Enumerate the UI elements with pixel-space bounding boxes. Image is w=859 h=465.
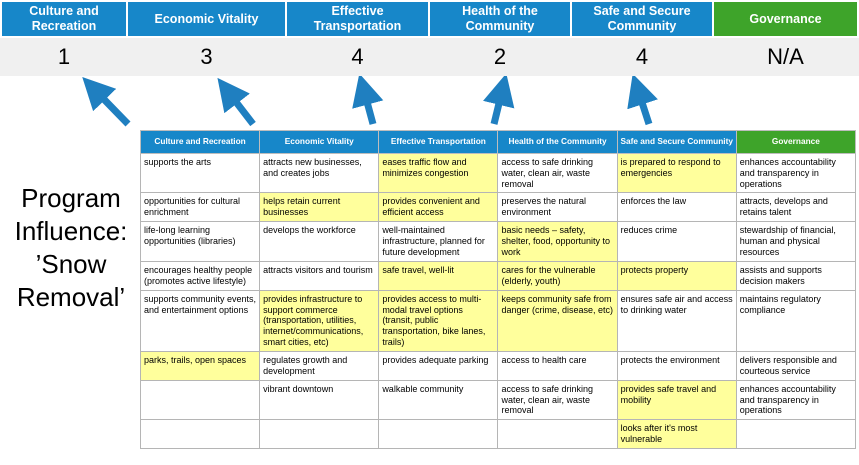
table-row: supports community events, and entertain…	[139, 289, 857, 352]
table-cell: provides safe travel and mobility	[616, 379, 737, 421]
table-column-header: Safe and Secure Community	[616, 130, 737, 154]
category-header: Safe and Secure Community	[572, 2, 712, 36]
table-cell: basic needs – safety, shelter, food, opp…	[497, 221, 618, 262]
arrow-transportation	[352, 76, 384, 125]
table-column-header: Culture and Recreation	[139, 130, 261, 154]
table-cell: reduces crime	[616, 221, 737, 262]
table-cell: access to safe drinking water, clean air…	[497, 379, 618, 421]
category-header: Health of the Community	[430, 2, 570, 36]
category-header: Economic Vitality	[128, 2, 285, 36]
table-cell: looks after it's most vulnerable	[616, 419, 737, 450]
table-cell: enhances accountability and transparency…	[735, 379, 857, 421]
table-cell: provides adequate parking	[378, 350, 499, 381]
table-cell	[378, 419, 499, 450]
table-column-header: Governance	[735, 130, 857, 154]
table-column-header: Economic Vitality	[259, 130, 380, 154]
table-cell: is prepared to respond to emergencies	[616, 152, 737, 194]
table-cell: access to health care	[497, 350, 618, 381]
table-cell: helps retain current businesses	[259, 192, 380, 223]
table-cell	[139, 419, 261, 450]
table-cell: provides infrastructure to support comme…	[259, 289, 380, 352]
table-column-header: Effective Transportation	[378, 130, 499, 154]
table-cell: access to safe drinking water, clean air…	[497, 152, 618, 194]
table-cell: supports community events, and entertain…	[139, 289, 261, 352]
score-arrows	[82, 76, 658, 127]
influence-table: Culture and Recreation Economic Vitality E…	[139, 130, 857, 450]
table-cell: walkable community	[378, 379, 499, 421]
category-score: 1	[57, 44, 71, 69]
category-score: 2	[493, 44, 507, 69]
category-header: Culture and Recreation	[2, 2, 126, 36]
table-cell	[139, 379, 261, 421]
table-cell: protects the environment	[616, 350, 737, 381]
category-band: Culture and Recreation Economic Vitality E…	[0, 0, 859, 36]
table-cell	[259, 419, 380, 450]
table-row: opportunities for cultural enrichment hel…	[139, 192, 857, 223]
table-cell: safe travel, well-lit	[378, 260, 499, 291]
page-title: Program Influence: ’Snow Removal’	[14, 183, 128, 313]
table-cell: develops the workforce	[259, 221, 380, 262]
category-header: Effective Transportation	[287, 2, 428, 36]
table-header-row: Culture and Recreation Economic Vitality E…	[139, 130, 857, 154]
table-cell: eases traffic flow and minimizes congest…	[378, 152, 499, 194]
table-cell: ensures safe air and access to drinking …	[616, 289, 737, 352]
table-cell: attracts visitors and tourism	[259, 260, 380, 291]
table-cell: enhances accountability and transparency…	[735, 152, 857, 194]
table-cell: regulates growth and development	[259, 350, 380, 381]
category-score: N/A	[767, 44, 804, 69]
table-cell: attracts new businesses, and creates job…	[259, 152, 380, 194]
category-score: 4	[635, 44, 649, 69]
table-cell: provides access to multi-modal travel op…	[378, 289, 499, 352]
table-row: life-long learning opportunities (librar…	[139, 221, 857, 262]
arrow-economic	[217, 77, 256, 127]
table-cell	[497, 419, 618, 450]
table-cell	[735, 419, 857, 450]
table-row: supports the arts attracts new businesses…	[139, 152, 857, 194]
table-column-header: Health of the Community	[497, 130, 618, 154]
table-cell: assists and supports decision makers	[735, 260, 857, 291]
table-cell: attracts, develops and retains talent	[735, 192, 857, 223]
table-cell: enforces the law	[616, 192, 737, 223]
table-cell: cares for the vulnerable (elderly, youth…	[497, 260, 618, 291]
table-cell: parks, trails, open spaces	[139, 350, 261, 381]
table-cell: vibrant downtown	[259, 379, 380, 421]
table-row: vibrant downtown walkable community access…	[139, 379, 857, 421]
table-cell: encourages healthy people (promotes acti…	[139, 260, 261, 291]
arrow-safe	[627, 76, 658, 126]
category-score: 4	[351, 44, 364, 69]
table-row: looks after it's most vulnerable	[139, 419, 857, 450]
table-cell: opportunities for cultural enrichment	[139, 192, 261, 223]
table-row: parks, trails, open spaces regulates grow…	[139, 350, 857, 381]
arrow-culture	[82, 76, 131, 127]
category-header: Governance	[714, 2, 857, 36]
table-cell: protects property	[616, 260, 737, 291]
table-row: encourages healthy people (promotes acti…	[139, 260, 857, 291]
table-cell: maintains regulatory compliance	[735, 289, 857, 352]
category-score: 3	[200, 44, 213, 69]
table-cell: provides convenient and efficient access	[378, 192, 499, 223]
table-cell: life-long learning opportunities (librar…	[139, 221, 261, 262]
table-cell: keeps community safe from danger (crime,…	[497, 289, 618, 352]
table-cell: well-maintained infrastructure, planned …	[378, 221, 499, 262]
arrow-health	[483, 76, 515, 125]
score-band: 1 3 4 2 4 N/A	[0, 38, 859, 76]
table-cell: delivers responsible and courteous servi…	[735, 350, 857, 381]
table-cell: preserves the natural environment	[497, 192, 618, 223]
table-cell: supports the arts	[139, 152, 261, 194]
table-cell: stewardship of financial, human and phys…	[735, 221, 857, 262]
